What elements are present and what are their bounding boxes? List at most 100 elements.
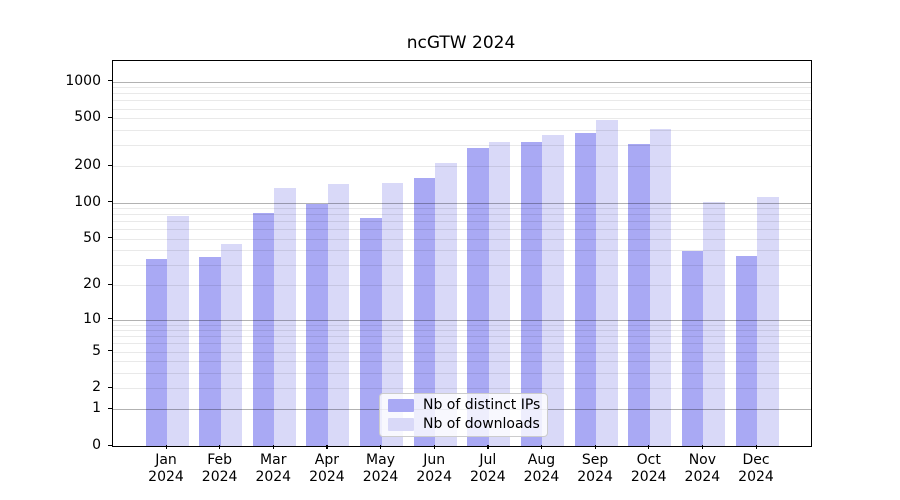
bar-distinct-ips-jan [145, 258, 167, 446]
y-tick-label: 20 [83, 276, 101, 293]
y-tick [108, 444, 112, 446]
y-tick-label: 200 [74, 157, 101, 174]
gridline-minor [113, 343, 811, 345]
y-tick [108, 350, 112, 352]
y-tick [108, 201, 112, 203]
x-tick [272, 445, 274, 449]
x-tick-label-dec: Dec 2024 [738, 452, 774, 485]
x-tick [165, 445, 167, 449]
bar-distinct-ips-dec [735, 255, 757, 446]
bar-downloads-may [381, 183, 404, 446]
bar-distinct-ips-oct [628, 144, 650, 446]
legend-label-downloads: Nb of downloads [423, 416, 540, 432]
x-tick-label-jul: Jul 2024 [469, 452, 506, 485]
y-tick-label: 2 [92, 379, 101, 396]
y-tick [108, 386, 112, 388]
x-tick [648, 445, 650, 449]
gridline-minor [113, 145, 811, 147]
x-tick-label-feb: Feb 2024 [201, 452, 238, 485]
gridline-minor [113, 87, 811, 89]
legend-item-downloads: Nb of downloads [388, 416, 540, 432]
x-tick [433, 445, 435, 449]
bar-distinct-ips-mar [252, 212, 275, 446]
bar-distinct-ips-sep [574, 132, 597, 446]
gridline-minor [113, 324, 811, 326]
gridline-minor [113, 264, 811, 266]
bar-distinct-ips-jun [413, 177, 436, 446]
bar-downloads-jan [167, 215, 189, 446]
y-tick-label: 1000 [65, 72, 101, 89]
chart-title: ncGTW 2024 [406, 33, 516, 53]
y-tick [108, 318, 112, 320]
x-tick-label-sep: Sep 2024 [577, 452, 613, 485]
gridline-minor [113, 336, 811, 338]
bar-downloads-jul [488, 142, 511, 446]
y-tick [108, 237, 112, 239]
bar-downloads-feb [220, 244, 243, 446]
legend: Nb of distinct IPs Nb of downloads [379, 393, 548, 437]
bar-downloads-apr [327, 183, 350, 446]
x-tick [701, 445, 704, 449]
y-tick-label: 500 [74, 109, 101, 126]
y-tick [108, 164, 112, 166]
bar-distinct-ips-aug [520, 142, 543, 446]
legend-swatch-downloads [388, 418, 414, 431]
bar-distinct-ips-may [360, 217, 382, 446]
y-tick-label: 100 [74, 193, 101, 210]
gridline-minor [113, 166, 811, 168]
x-tick-label-oct: Oct 2024 [630, 452, 667, 485]
y-tick [108, 283, 112, 286]
bar-distinct-ips-nov [681, 251, 704, 446]
y-tick [108, 80, 112, 82]
bar-downloads-jun [435, 163, 457, 446]
legend-swatch-distinct-ips [388, 399, 414, 412]
x-tick [326, 445, 328, 449]
x-tick [540, 445, 543, 449]
gridline-minor [113, 108, 811, 110]
gridline-minor [113, 214, 811, 216]
y-tick-label: 10 [83, 310, 101, 327]
gridline-minor [113, 330, 811, 332]
gridline-minor [113, 100, 811, 102]
gridline-major [113, 319, 811, 321]
x-tick-label-nov: Nov 2024 [684, 452, 721, 485]
bar-downloads-nov [703, 201, 725, 446]
x-tick [755, 445, 757, 449]
x-tick [219, 445, 221, 449]
x-tick-label-mar: Mar 2024 [255, 452, 292, 485]
gridline-minor [113, 285, 811, 287]
legend-item-distinct-ips: Nb of distinct IPs [388, 397, 541, 413]
gridline-minor [113, 351, 811, 353]
bar-distinct-ips-jul [467, 147, 489, 446]
bar-downloads-mar [274, 187, 296, 446]
gridline-minor [113, 93, 811, 95]
x-tick-label-aug: Aug 2024 [523, 452, 560, 485]
bar-downloads-aug [542, 134, 564, 446]
bar-downloads-dec [757, 197, 779, 446]
gridline-minor [113, 238, 811, 240]
gridline-minor [113, 388, 811, 390]
y-tick-label: 50 [83, 229, 101, 246]
bar-distinct-ips-apr [306, 204, 328, 446]
x-tick-label-apr: Apr 2024 [309, 452, 345, 485]
x-tick-label-may: May 2024 [362, 452, 399, 485]
legend-label-distinct-ips: Nb of distinct IPs [423, 397, 541, 413]
gridline-minor [113, 129, 811, 131]
y-tick [108, 407, 112, 410]
gridline-major [113, 81, 811, 83]
x-tick-label-jun: Jun 2024 [416, 452, 452, 485]
gridline-minor [113, 229, 811, 231]
plot-area: Nb of distinct IPs Nb of downloads [112, 60, 812, 447]
x-tick [594, 445, 596, 449]
gridline-minor [113, 118, 811, 120]
gridline-major [113, 202, 811, 204]
bar-distinct-ips-feb [199, 257, 221, 446]
gridline-minor [113, 250, 811, 252]
gridline-minor [113, 372, 811, 374]
x-tick [380, 445, 382, 449]
gridline-minor [113, 208, 811, 210]
y-tick-label: 1 [92, 400, 101, 417]
bar-downloads-oct [649, 128, 672, 446]
bar-downloads-sep [596, 120, 618, 446]
